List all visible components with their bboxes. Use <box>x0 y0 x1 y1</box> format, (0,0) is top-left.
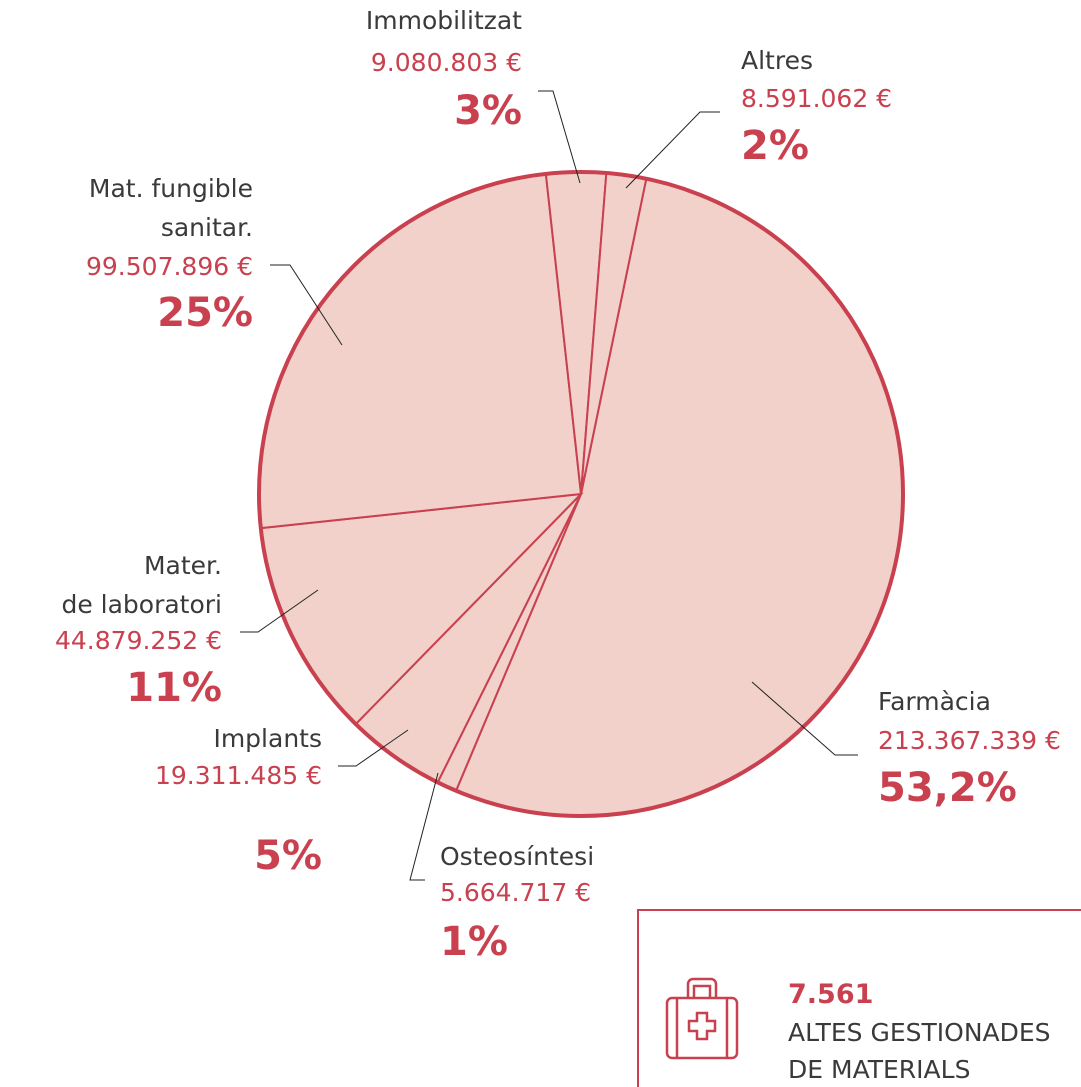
leader-line <box>751 681 858 756</box>
category-label: Implants <box>213 724 322 753</box>
amount-label: 19.311.485 € <box>155 761 322 790</box>
percent-label: 3% <box>454 88 522 134</box>
labels: Farmàcia 213.367.339 € 53,2% Osteosíntesi 5.… <box>55 6 1061 965</box>
percent-label: 1% <box>440 919 508 965</box>
category-label: Farmàcia <box>878 687 991 716</box>
percent-label: 53,2% <box>878 765 1017 811</box>
amount-label: 213.367.339 € <box>878 726 1061 755</box>
leader-lines <box>240 90 858 881</box>
leader-line <box>338 729 409 767</box>
category-label: Altres <box>741 46 813 75</box>
leader-line <box>409 772 439 881</box>
leader-line <box>625 111 720 189</box>
category-label: Immobilitzat <box>366 6 522 35</box>
percent-label: 25% <box>157 290 253 336</box>
leader-line <box>538 90 581 184</box>
info-line: ALTES GESTIONADES <box>788 1018 1051 1047</box>
slice <box>258 172 583 530</box>
amount-label: 9.080.803 € <box>371 48 522 77</box>
kit-icon <box>665 977 739 1060</box>
leader-line <box>270 264 343 346</box>
category-label: sanitar. <box>161 213 253 242</box>
category-label: Mater. <box>144 551 222 580</box>
amount-label: 99.507.896 € <box>86 252 253 281</box>
percent-label: 2% <box>741 123 809 169</box>
amount-label: 5.664.717 € <box>440 878 591 907</box>
info-number: 7.561 <box>788 979 873 1010</box>
pie-outline <box>257 170 905 818</box>
category-label: Osteosíntesi <box>440 842 594 871</box>
pie <box>257 170 905 818</box>
category-label: Mat. fungible <box>89 174 253 203</box>
amount-label: 8.591.062 € <box>741 84 892 113</box>
info-line: DE MATERIALS <box>788 1055 970 1084</box>
leader-line <box>240 589 319 633</box>
percent-label: 5% <box>254 833 322 879</box>
info-frame <box>637 909 1081 1087</box>
amount-label: 44.879.252 € <box>55 626 222 655</box>
info-box: 7.561 ALTES GESTIONADES DE MATERIALS <box>637 909 1081 1087</box>
category-label: de laboratori <box>61 590 222 619</box>
percent-label: 11% <box>126 665 222 711</box>
